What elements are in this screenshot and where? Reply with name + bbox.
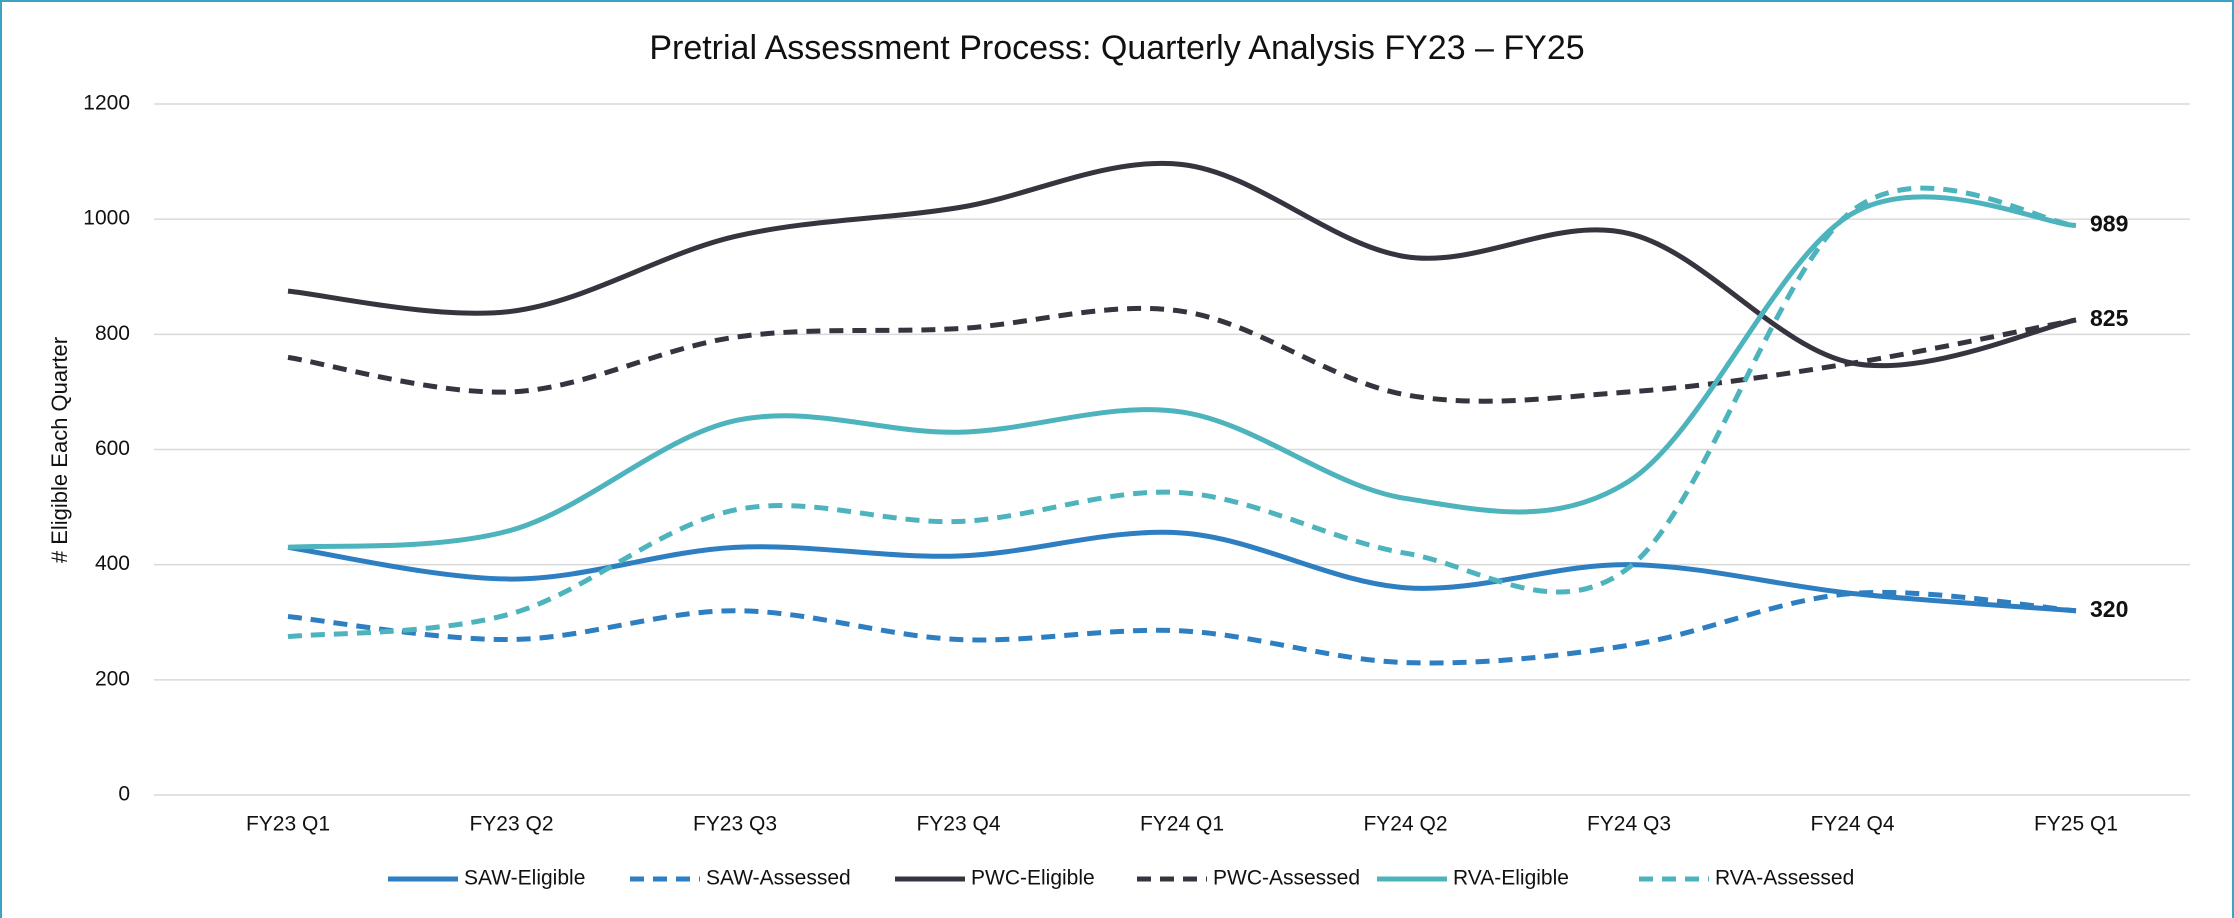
data-label: 825 (2090, 305, 2129, 331)
series-line (287, 194, 2077, 550)
series-line (287, 589, 2077, 666)
x-tick-label: FY24 Q3 (1587, 813, 1671, 836)
legend-label: SAW-Eligible (464, 867, 585, 890)
y-tick-label: 200 (95, 667, 130, 690)
x-tick-label: FY24 Q1 (1140, 813, 1224, 836)
x-tick-label: FY23 Q4 (916, 813, 1000, 836)
y-tick-label: 600 (95, 437, 130, 460)
x-tick-label: FY24 Q2 (1363, 813, 1447, 836)
y-tick-label: 0 (118, 783, 130, 806)
x-tick-label: FY23 Q1 (246, 813, 330, 836)
series-line (287, 160, 2077, 369)
y-tick-label: 1200 (83, 92, 130, 115)
x-tick-label: FY23 Q2 (469, 813, 553, 836)
legend-label: PWC-Eligible (971, 867, 1095, 890)
chart-title: Pretrial Assessment Process: Quarterly A… (649, 29, 1584, 67)
x-tick-label: FY23 Q3 (693, 813, 777, 836)
y-tick-label: 400 (95, 552, 130, 575)
legend-label: RVA-Assessed (1715, 867, 1854, 890)
data-label: 320 (2090, 596, 2128, 622)
x-tick-label: FY25 Q1 (2034, 813, 2118, 836)
series-line (287, 185, 2077, 640)
legend-label: RVA-Eligible (1453, 867, 1569, 890)
legend-label: PWC-Assessed (1213, 867, 1360, 890)
y-tick-label: 1000 (83, 207, 130, 230)
y-axis-label: # Eligible Each Quarter (47, 337, 72, 563)
x-tick-label: FY24 Q4 (1810, 813, 1894, 836)
data-label: 989 (2090, 211, 2128, 237)
series-line (287, 529, 2077, 614)
y-tick-label: 800 (95, 322, 130, 345)
legend-label: SAW-Assessed (706, 867, 851, 890)
series-line (287, 305, 2077, 404)
